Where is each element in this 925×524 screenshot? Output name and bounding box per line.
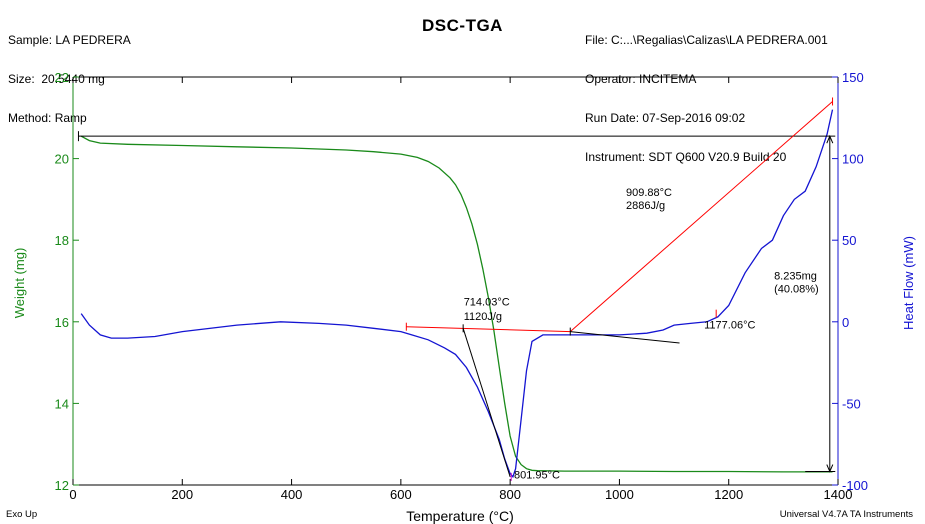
heat-flow-curve: [80, 109, 834, 479]
x-axis-label: Temperature (°C): [406, 508, 514, 524]
y-left-tick-label: 22: [55, 70, 69, 85]
instrument-line: Instrument: SDT Q600 V20.9 Build 20: [585, 151, 828, 164]
y-right-tick-label: 150: [842, 70, 864, 85]
peak1-baseline: [406, 326, 571, 333]
onset-enthalpy-label: 1120J/g: [464, 311, 502, 323]
run-date-label: Run Date:: [585, 111, 640, 125]
x-tick-label: 1000: [605, 487, 634, 502]
series-layer: [80, 109, 834, 479]
y-right-tick-label: 0: [842, 315, 849, 330]
tick-layer: 0 200 400 600 800 1000 1200 1400121416182022-10…: [55, 70, 869, 502]
arrow-head-top: [826, 134, 834, 144]
sample-info: Sample: LA PEDRERA Size: 20.5440 mg Meth…: [8, 8, 131, 138]
run-date-line: Run Date: 07-Sep-2016 09:02: [585, 112, 828, 125]
peak2-temp-label: 909.88°C: [626, 187, 672, 199]
y-left-tick-label: 12: [55, 478, 69, 493]
method-line: Method: Ramp: [8, 112, 131, 125]
y-axis-right-label: Heat Flow (mW): [901, 236, 916, 330]
onset-temp-label: 714.03°C: [464, 296, 510, 308]
x-tick-label: 0: [69, 487, 76, 502]
peak2-end-temp-label: 1177.06°C: [704, 319, 755, 331]
software-label: Universal V4.7A TA Instruments: [779, 509, 913, 520]
chart-title: DSC-TGA: [422, 16, 503, 35]
sample-label: Sample:: [8, 33, 53, 47]
peak2-enthalpy-label: 2886J/g: [626, 200, 665, 212]
y-axis-left-label: Weight (mg): [12, 248, 27, 319]
peak1-onset-tangent: [462, 328, 511, 477]
y-left-tick-label: 18: [55, 233, 69, 248]
operator-line: Operator: INCITEMA: [585, 73, 828, 86]
operator-label: Operator:: [585, 72, 636, 86]
method-value: Ramp: [54, 111, 87, 125]
size-line: Size: 20.5440 mg: [8, 73, 131, 86]
peak-temp-label: 801.95°C: [514, 469, 560, 481]
peak2-baseline: [569, 101, 833, 332]
x-tick-label: 400: [281, 487, 303, 502]
weight-curve: [80, 135, 833, 473]
y-right-tick-label: -100: [842, 478, 868, 493]
y-left-tick-label: 16: [55, 315, 69, 330]
instrument-value: SDT Q600 V20.9 Build 20: [648, 150, 787, 164]
peak2-tangent: [570, 331, 680, 344]
size-value: 20.5440 mg: [41, 72, 105, 86]
file-label: File:: [585, 33, 608, 47]
weight-loss-label: 8.235mg: [774, 270, 817, 282]
file-value: C:...\Regalias\Calizas\LA PEDRERA.001: [611, 33, 828, 47]
weight-loss-percent-label: (40.08%): [774, 283, 819, 295]
size-label: Size:: [8, 72, 35, 86]
x-tick-label: 1400: [824, 487, 853, 502]
y-right-tick-label: 50: [842, 233, 856, 248]
x-tick-label: 1200: [714, 487, 743, 502]
instrument-label: Instrument:: [585, 150, 646, 164]
file-line: File: C:...\Regalias\Calizas\LA PEDRERA.…: [585, 34, 828, 47]
y-right-tick-label: -50: [842, 396, 861, 411]
y-left-tick-label: 20: [55, 152, 69, 167]
x-tick-label: 600: [390, 487, 412, 502]
run-date-value: 07-Sep-2016 09:02: [642, 111, 746, 125]
y-left-tick-label: 14: [55, 396, 69, 411]
exo-up-label: Exo Up: [6, 509, 38, 520]
sample-value: LA PEDRERA: [55, 33, 131, 47]
x-tick-label: 800: [499, 487, 521, 502]
method-label: Method:: [8, 111, 52, 125]
plot-frame: [72, 76, 839, 486]
operator-value: INCITEMA: [639, 72, 697, 86]
sample-line: Sample: LA PEDRERA: [8, 34, 131, 47]
y-right-tick-label: 100: [842, 152, 864, 167]
run-info: File: C:...\Regalias\Calizas\LA PEDRERA.…: [585, 8, 828, 177]
x-tick-label: 200: [171, 487, 193, 502]
